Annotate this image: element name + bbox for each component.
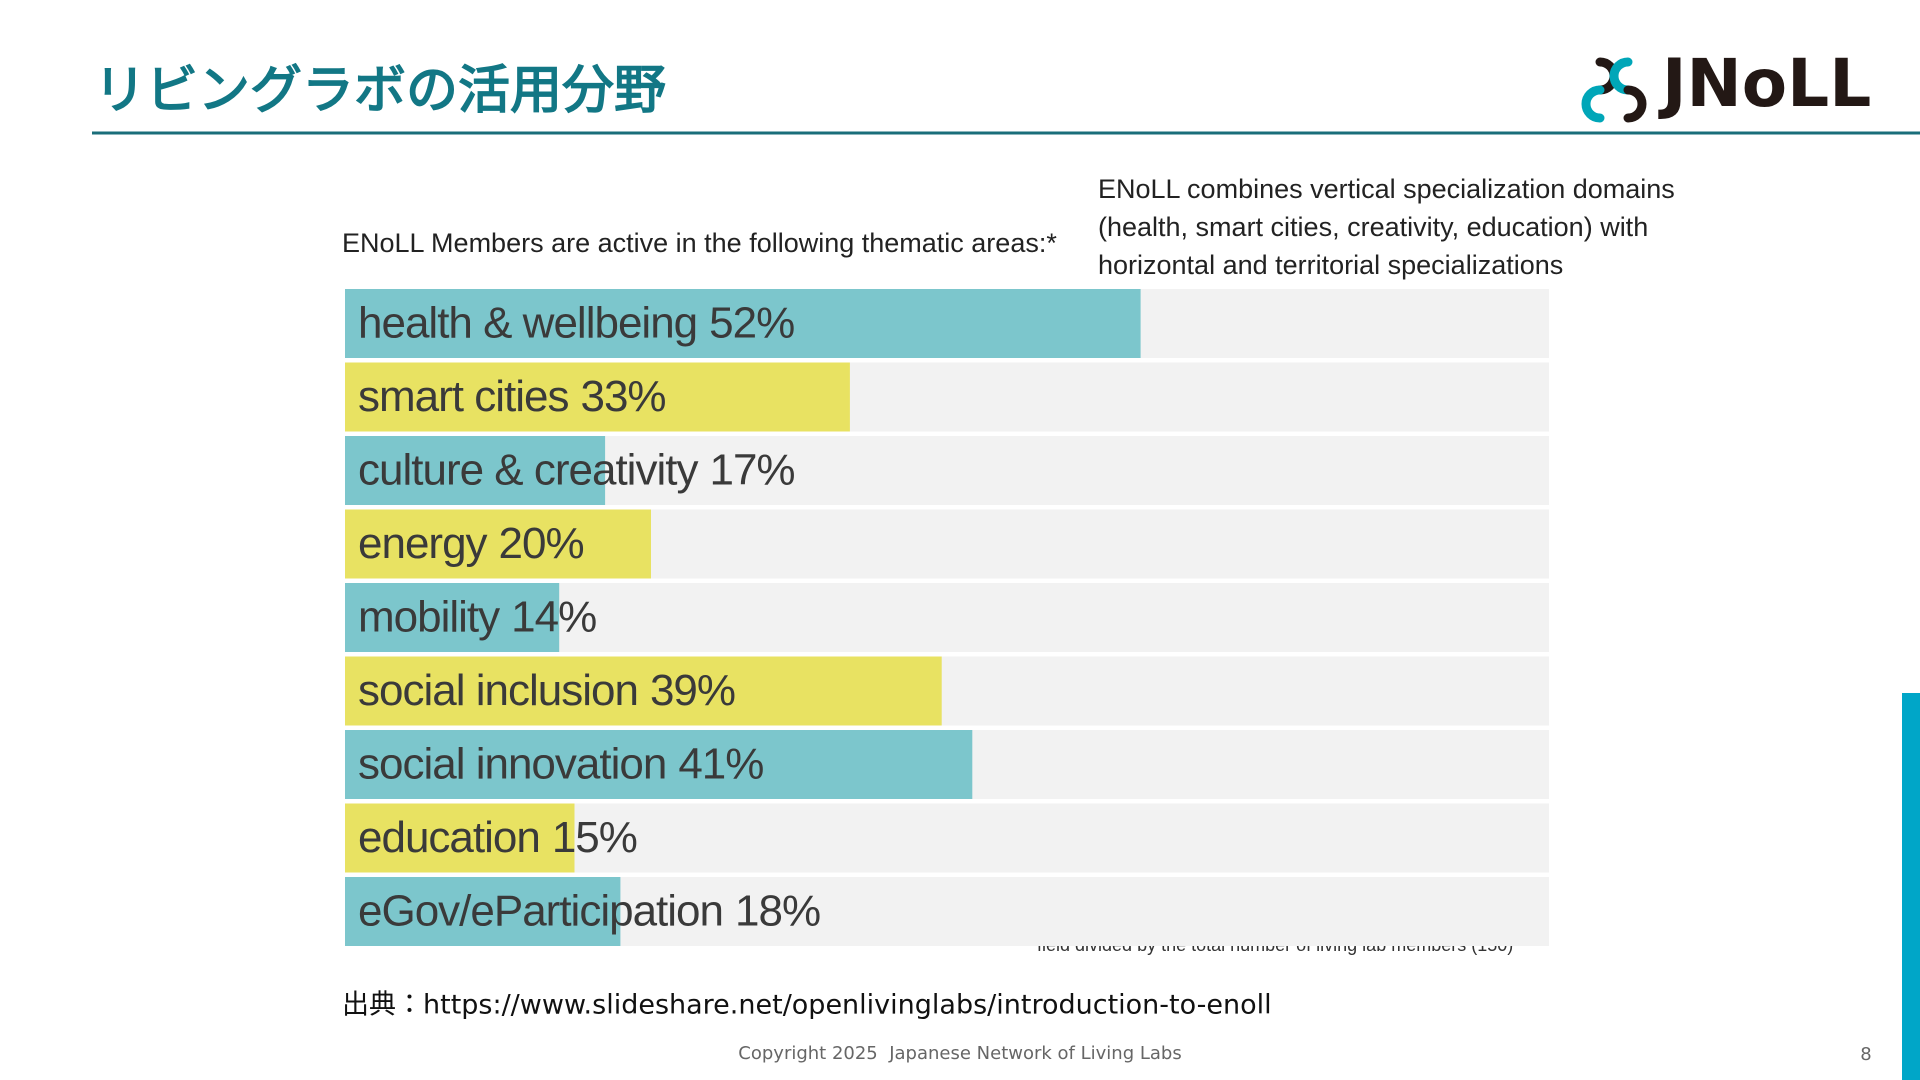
bar — [345, 877, 621, 946]
bar-label: culture & creativity 17% — [358, 445, 795, 494]
category-label: social innovation — [358, 739, 666, 788]
bar-label: energy 20% — [358, 519, 584, 568]
category-label: culture & creativity — [358, 445, 698, 494]
value-label: 52% — [709, 298, 794, 347]
bar — [345, 730, 973, 799]
bar — [345, 436, 606, 505]
value-label: 20% — [499, 519, 584, 568]
bar — [345, 362, 850, 432]
annotation-line: ENoLL combines vertical specialization d… — [1098, 174, 1675, 204]
bar — [345, 803, 575, 873]
category-label: social inclusion — [358, 666, 638, 715]
slide-title: リビングラボの活用分野 — [94, 61, 666, 121]
page-number: 8 — [1860, 1044, 1871, 1065]
bar — [345, 289, 1141, 358]
logo-mark — [1581, 57, 1647, 123]
category-label: education — [358, 813, 540, 862]
value-label: 33% — [580, 372, 665, 421]
category-label: health & wellbeing — [358, 298, 697, 347]
category-label: mobility — [358, 592, 500, 641]
value-label: 17% — [709, 445, 794, 494]
logo-text: JNoLL — [1658, 45, 1871, 122]
copyright: Copyright 2025 Japanese Network of Livin… — [738, 1043, 1181, 1064]
value-label: 15% — [552, 813, 637, 862]
source: 出典：https://www.slideshare.net/openliving… — [342, 990, 1272, 1021]
category-label: energy — [358, 519, 488, 568]
bar — [345, 583, 560, 652]
bar-label: smart cities 33% — [358, 372, 666, 421]
annotation-line: horizontal and territorial specializatio… — [1098, 250, 1563, 280]
value-label: 39% — [650, 666, 735, 715]
bar-label: social innovation 41% — [358, 739, 763, 788]
bar-label: social inclusion 39% — [358, 666, 735, 715]
bar — [345, 656, 942, 726]
value-label: 18% — [735, 886, 820, 935]
bar-label: health & wellbeing 52% — [358, 298, 794, 347]
annotation-line: (health, smart cities, creativity, educa… — [1098, 212, 1648, 242]
bar-label: mobility 14% — [358, 592, 596, 641]
value-label: 14% — [511, 592, 596, 641]
category-label: smart cities — [358, 372, 568, 421]
value-label: 41% — [678, 739, 763, 788]
bar — [345, 509, 651, 579]
chart-title: ENoLL Members are active in the followin… — [342, 228, 1057, 258]
side-accent — [1902, 693, 1920, 1080]
bar-label: eGov/eParticipation 18% — [358, 886, 820, 935]
category-label: eGov/eParticipation — [358, 886, 723, 935]
bar-label: education 15% — [358, 813, 637, 862]
